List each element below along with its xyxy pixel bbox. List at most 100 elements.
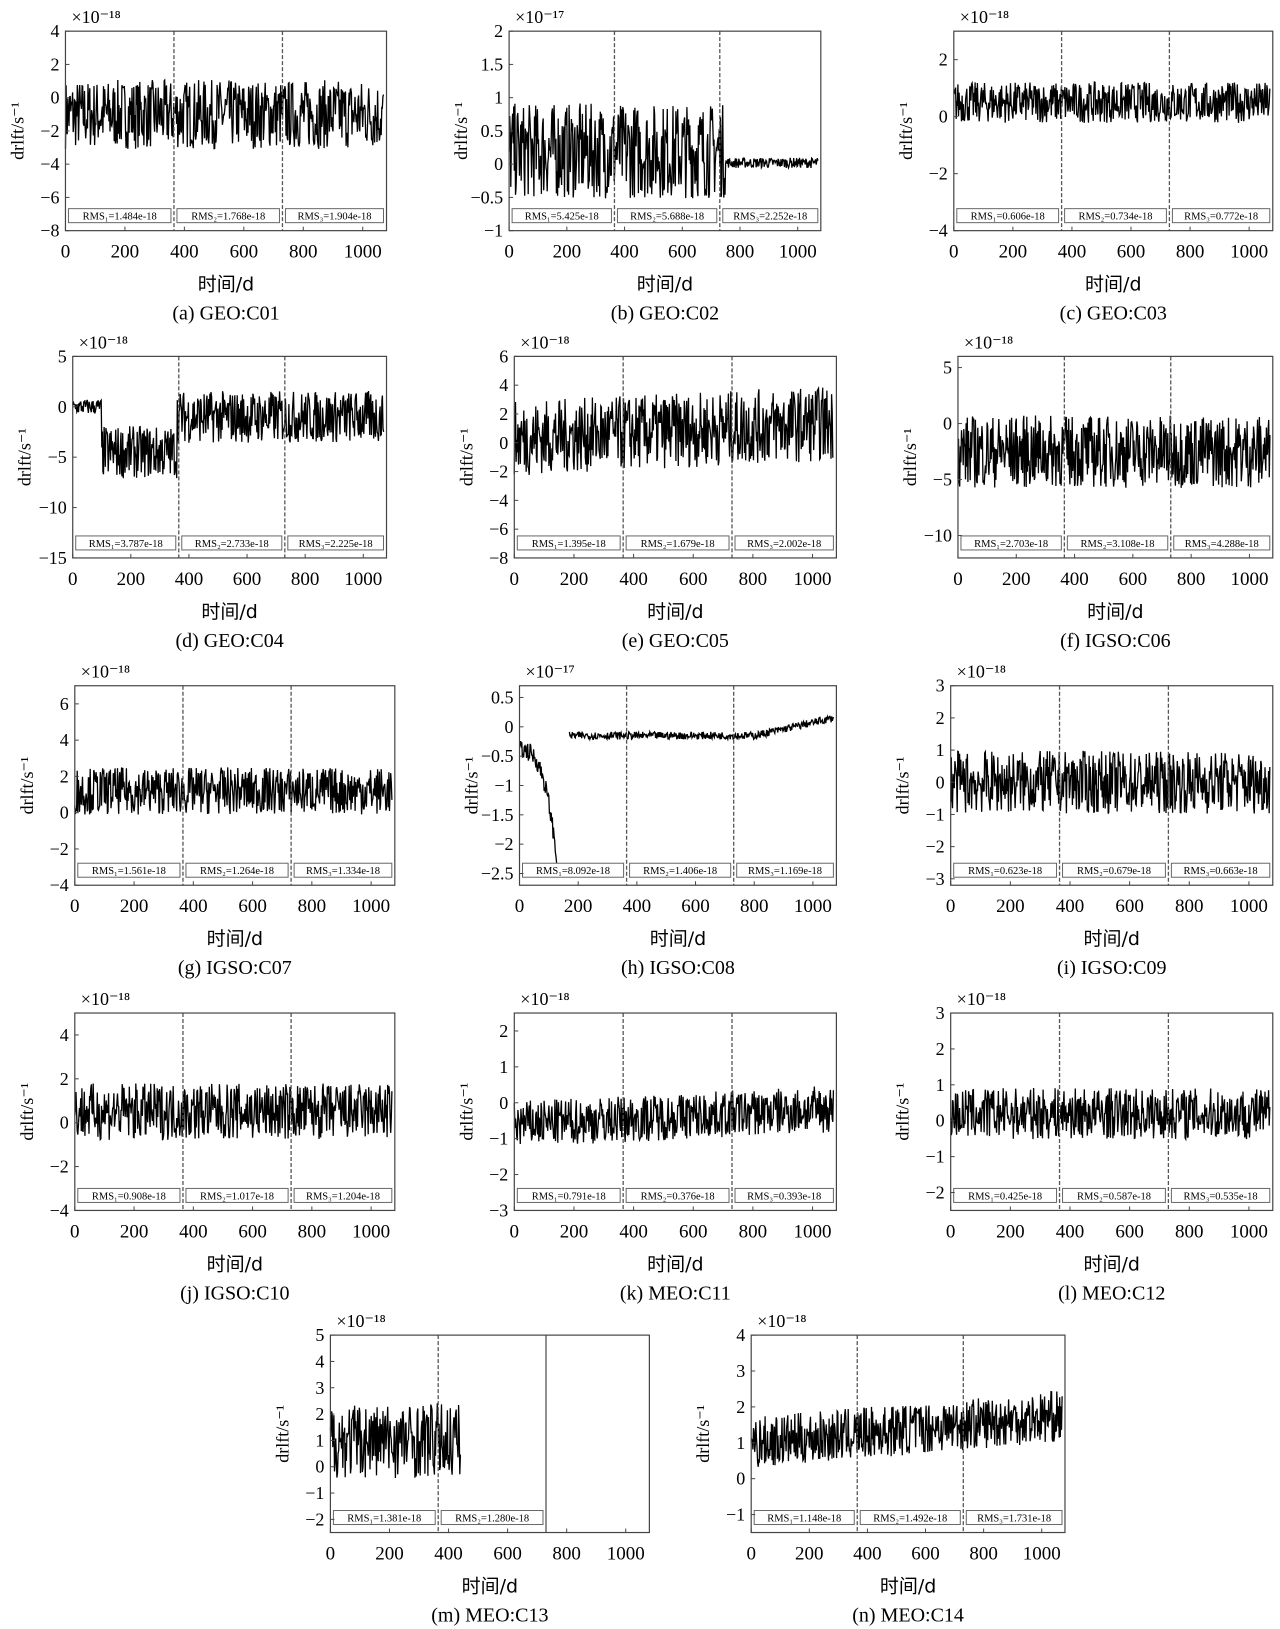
x-tick-label: 1000 — [352, 1221, 390, 1242]
x-tick-label: 1000 — [1230, 569, 1268, 590]
subplot-caption: (e) GEO:C05 — [622, 630, 729, 652]
x-tick-label: 1000 — [1230, 896, 1268, 917]
y-exponent-label: ×10⁻¹⁸ — [520, 989, 569, 1009]
rms-label: RMS₁=0.908e-18 — [92, 1191, 166, 1202]
y-tick-label: −10 — [39, 498, 67, 518]
x-tick-label: 200 — [111, 242, 140, 263]
rms-label: RMS₁=3.787e-18 — [89, 539, 163, 550]
series-line — [64, 78, 385, 150]
rms-label: RMS₃=1.169e-18 — [748, 866, 822, 877]
y-axis-label: drlft/s⁻¹ — [15, 428, 35, 486]
y-tick-label: 0.5 — [481, 121, 504, 141]
x-tick-label: 0 — [70, 896, 80, 917]
rms-box — [625, 535, 730, 551]
rms-label: RMS₃=0.393e-18 — [747, 1191, 821, 1202]
y-exponent-label: ×10⁻¹⁸ — [964, 332, 1013, 352]
rms-box — [1066, 535, 1169, 551]
subplot-caption: (k) MEO:C11 — [620, 1282, 731, 1304]
rms-box — [629, 862, 732, 878]
y-exponent-label: ×10⁻¹⁸ — [957, 662, 1006, 682]
rms-box — [1064, 208, 1167, 224]
rms-label: RMS₁=1.395e-18 — [532, 539, 606, 550]
x-tick-label: 800 — [1176, 242, 1205, 263]
x-axis-label: 时间/d — [207, 1253, 263, 1275]
y-tick-label: −1 — [926, 1147, 945, 1167]
subplot-0: RMS₁=1.484e-18 RMS₂=1.768e-18 RMS₃=1.904e-… — [7, 7, 388, 325]
rms-box — [1170, 1187, 1271, 1203]
y-tick-label: 6 — [499, 346, 508, 366]
subplot-caption: (g) IGSO:C07 — [178, 957, 292, 979]
plot-frame — [953, 30, 1274, 232]
x-tick-label: 0 — [510, 569, 520, 590]
y-tick-label: −2 — [40, 121, 59, 141]
rms-label: RMS₂=0.587e-18 — [1077, 1191, 1151, 1202]
x-tick-label: 0 — [515, 896, 525, 917]
rms-box — [956, 208, 1060, 224]
rms-label: RMS₁=1.148e-18 — [767, 1514, 841, 1525]
y-tick-label: −3 — [489, 1200, 508, 1220]
rms-label: RMS₂=3.108e-18 — [1081, 539, 1155, 550]
subplot-caption: (d) GEO:C04 — [175, 630, 283, 652]
y-axis-label: drlft/s⁻¹ — [272, 1405, 292, 1463]
y-axis-label: drlft/s⁻¹ — [462, 757, 482, 815]
y-tick-label: −1 — [484, 221, 503, 241]
x-tick-label: 400 — [179, 896, 208, 917]
y-tick-label: 4 — [499, 375, 508, 395]
y-tick-label: 4 — [50, 21, 59, 41]
x-tick-label: 0 — [504, 242, 514, 263]
rms-box — [185, 862, 289, 878]
x-tick-label: 0 — [326, 1544, 336, 1565]
rms-label: RMS₁=0.791e-18 — [532, 1191, 606, 1202]
x-axis-label: 时间/d — [1083, 928, 1139, 950]
x-tick-label: 200 — [560, 569, 589, 590]
rms-label: RMS₂=0.679e-18 — [1077, 866, 1151, 877]
x-tick-label: 1000 — [794, 569, 832, 590]
plot-frame — [950, 685, 1274, 886]
series-line — [513, 1086, 835, 1145]
y-tick-label: −0.5 — [481, 746, 514, 766]
y-tick-label: −8 — [489, 548, 508, 568]
x-tick-label: 800 — [726, 242, 755, 263]
y-axis-label: drlft/s⁻¹ — [893, 1083, 913, 1141]
rms-box — [293, 1187, 393, 1203]
y-tick-label: 0 — [499, 433, 508, 453]
rms-box — [185, 1187, 289, 1203]
x-tick-label: 800 — [1175, 896, 1204, 917]
rms-box — [516, 535, 621, 551]
rms-label: RMS₂=1.406e-18 — [643, 866, 717, 877]
rms-box — [67, 208, 172, 224]
y-tick-label: 4 — [60, 730, 69, 750]
y-exponent-label: ×10⁻¹⁷ — [526, 662, 575, 682]
x-tick-label: 400 — [619, 1221, 648, 1242]
rms-label: RMS₂=2.733e-18 — [195, 539, 269, 550]
y-tick-label: 4 — [736, 1325, 745, 1345]
rms-label: RMS₂=5.688e-18 — [630, 212, 704, 223]
rms-box — [960, 535, 1062, 551]
rms-label: RMS₂=1.768e-18 — [191, 212, 265, 223]
subplot-caption: (n) MEO:C14 — [852, 1605, 964, 1627]
x-tick-label: 200 — [996, 1221, 1025, 1242]
x-tick-label: 600 — [1115, 1221, 1144, 1242]
rms-label: RMS₁=0.425e-18 — [968, 1191, 1042, 1202]
y-tick-label: −3 — [926, 869, 945, 889]
y-axis-label: drlft/s⁻¹ — [900, 428, 920, 486]
x-tick-label: 1000 — [779, 242, 817, 263]
y-tick-label: −5 — [48, 447, 67, 467]
subplot-caption: (h) IGSO:C08 — [621, 957, 735, 979]
y-axis-label: drlft/s⁻¹ — [17, 757, 37, 815]
rms-label: RMS₃=2.002e-18 — [747, 539, 821, 550]
subplot-caption: (l) MEO:C12 — [1058, 1282, 1165, 1304]
y-tick-label: 3 — [736, 1361, 745, 1381]
x-tick-label: 800 — [1175, 1221, 1204, 1242]
rms-box — [511, 208, 612, 224]
y-tick-label: 5 — [943, 358, 952, 378]
rms-label: RMS₂=1.679e-18 — [641, 539, 715, 550]
y-tick-label: −2 — [50, 839, 69, 859]
y-tick-label: −2 — [494, 834, 513, 854]
rms-label: RMS₁=5.425e-18 — [525, 212, 599, 223]
y-tick-label: 0 — [736, 1469, 745, 1489]
rms-box — [953, 862, 1058, 878]
y-exponent-label: ×10⁻¹⁸ — [336, 1311, 385, 1331]
x-tick-label: 200 — [564, 896, 593, 917]
x-tick-label: 800 — [740, 896, 769, 917]
